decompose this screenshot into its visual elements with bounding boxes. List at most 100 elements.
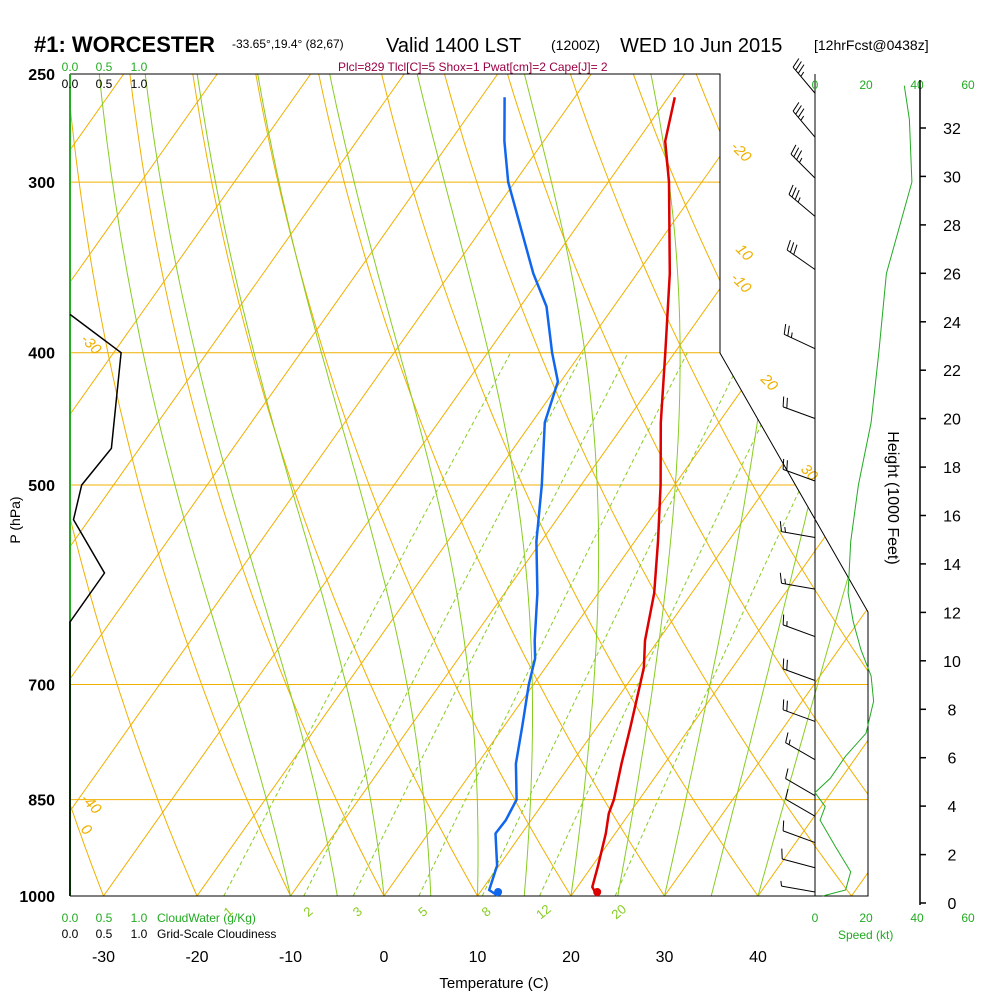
dry-adiabat <box>318 74 665 896</box>
isotherm--20 <box>196 74 779 896</box>
isotherm-label: -20 <box>727 138 755 166</box>
wind-barb <box>783 323 816 350</box>
height-tick: 2 <box>948 848 957 865</box>
isotherm-60 <box>945 74 1000 896</box>
wind-barb <box>782 699 816 722</box>
height-tick: 26 <box>943 266 961 283</box>
height-tick: 10 <box>943 654 961 671</box>
wind-barb <box>782 614 816 638</box>
dry-adiabat <box>948 74 1000 896</box>
mixing-ratio-label: 20 <box>608 901 629 922</box>
cloudiness-layer <box>69 313 122 896</box>
pressure-axis-label: P (hPa) <box>7 496 23 543</box>
height-tick: 12 <box>943 605 961 622</box>
speed-top-tick: 60 <box>961 78 975 92</box>
dry-adiabat <box>569 74 868 896</box>
height-tick: 16 <box>943 509 961 526</box>
speed-top-tick: 0 <box>812 78 819 92</box>
isotherm-label: 10 <box>732 241 756 265</box>
wind-barb <box>782 820 816 844</box>
mixing-ratio-label: 5 <box>415 904 430 920</box>
title-fcst: [12hrFcst@0438z] <box>814 37 929 53</box>
pressure-tick-300: 300 <box>28 175 55 192</box>
dry-adiabat <box>821 74 868 896</box>
isotherm--80 <box>70 74 218 896</box>
surface-temperature-marker <box>593 888 602 896</box>
isotherm-label: 0 <box>77 821 95 839</box>
mixing-ratio-line-2 <box>303 352 584 896</box>
height-tick: 30 <box>943 169 961 186</box>
title-station: #1: WORCESTER <box>34 32 215 57</box>
dry-adiabat <box>507 74 868 896</box>
speed-top-tick: 40 <box>910 78 924 92</box>
height-axis-label: Height (1000 Feet) <box>884 431 901 564</box>
wind-barb <box>786 239 816 270</box>
speed-bottom-tick: 60 <box>961 911 975 925</box>
temperature-axis: -30 -20 -10 0 10 20 30 40 <box>92 949 767 966</box>
moist-adiabat <box>617 74 681 896</box>
isotherm--70 <box>70 74 312 896</box>
moist-adiabat <box>329 74 479 896</box>
isotherm-0 <box>383 74 868 896</box>
dry-adiabat <box>381 74 759 896</box>
moist-adiabat <box>144 74 338 896</box>
wind-barb <box>792 58 816 94</box>
cloudwater-bottom-tick: 1.0 <box>131 911 148 925</box>
temperature-tick: 30 <box>656 949 674 966</box>
temperature-tick: 40 <box>749 949 767 966</box>
cloudiness-profile <box>69 313 122 896</box>
height-tick: 20 <box>943 412 961 429</box>
isotherm--100 <box>0 74 30 896</box>
moist-adiabat <box>523 74 600 896</box>
wind-barb <box>790 144 816 179</box>
wind-barb <box>785 732 816 761</box>
dry-adiabat <box>70 74 104 896</box>
dry-adiabat <box>192 74 478 896</box>
cloudiness-bottom-tick: 0.0 <box>62 927 79 941</box>
cloudiness-bottom-tick: 1.0 <box>131 927 148 941</box>
mixing-ratio-line-5 <box>418 352 688 896</box>
pressure-tick-850: 850 <box>28 793 55 810</box>
height-tick: 18 <box>943 460 961 477</box>
wind-barb <box>785 768 816 797</box>
plot-frame <box>70 73 869 897</box>
dry-adiabat <box>885 74 1000 896</box>
cloudiness-label: Grid-Scale Cloudiness <box>157 927 276 941</box>
wind-speed-profile <box>814 85 913 897</box>
isotherm-10 <box>477 74 868 896</box>
moist-adiabat <box>196 74 385 896</box>
title-utc: (1200Z) <box>551 37 600 53</box>
speed-top-tick: 20 <box>859 78 873 92</box>
temperature-tick: -20 <box>185 949 208 966</box>
moist-adiabat <box>416 74 533 896</box>
height-tick: 4 <box>948 799 957 816</box>
pressure-axis: 250 300 400 500 700 850 1000 <box>19 67 55 906</box>
isotherm--60 <box>70 74 405 896</box>
moist-adiabat <box>257 74 432 896</box>
mixing-ratio-line-1 <box>223 352 512 896</box>
temperature-tick: 10 <box>469 949 487 966</box>
height-tick: 8 <box>948 702 957 719</box>
pressure-tick-500: 500 <box>28 478 55 495</box>
temperature-tick: -10 <box>279 949 302 966</box>
cloudiness-bottom-tick: 0.5 <box>96 927 113 941</box>
dry-adiabat <box>444 74 852 896</box>
wind-barb <box>788 184 816 217</box>
cloudwater-bottom-tick: 0.5 <box>96 911 113 925</box>
wind-barb <box>779 521 816 539</box>
pressure-tick-250: 250 <box>28 67 55 84</box>
dewpoint-profile <box>487 97 560 898</box>
mixing-ratio-line-8 <box>481 352 745 896</box>
height-tick: 22 <box>943 363 961 380</box>
title-valid: Valid 1400 LST <box>386 35 521 57</box>
speed-axis-label: Speed (kt) <box>838 928 893 942</box>
temperature-tick: -30 <box>92 949 115 966</box>
mixing-ratio-line-20 <box>614 352 865 896</box>
surface-dewpoint-marker <box>494 888 503 896</box>
cloudwater-top-tick: 0.0 <box>62 60 79 74</box>
mixing-ratio-line-12 <box>539 352 797 896</box>
isotherm-label: 30 <box>797 461 821 485</box>
